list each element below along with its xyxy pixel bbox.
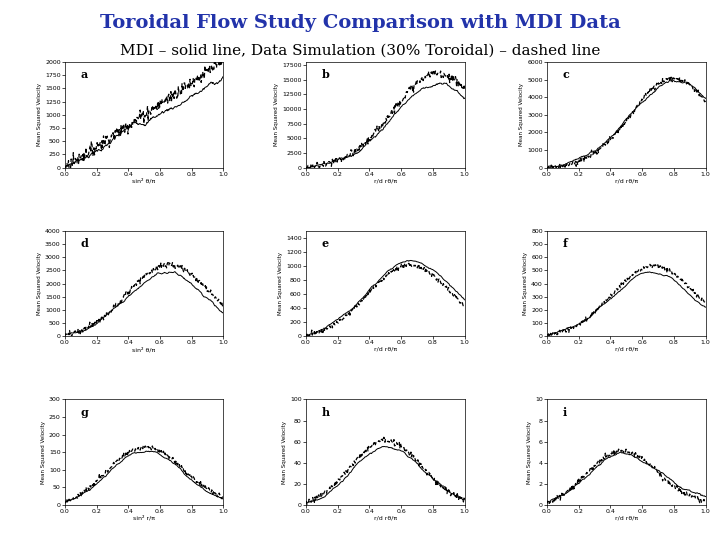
Text: i: i xyxy=(563,407,567,418)
Y-axis label: Mean Squared Velocity: Mean Squared Velocity xyxy=(41,421,46,484)
X-axis label: r/d rθ/π: r/d rθ/π xyxy=(374,347,397,352)
Text: e: e xyxy=(322,238,329,249)
Text: Toroidal Flow Study Comparison with MDI Data: Toroidal Flow Study Comparison with MDI … xyxy=(99,14,621,31)
Y-axis label: Mean Squared Velocity: Mean Squared Velocity xyxy=(527,421,532,484)
X-axis label: r/d rθ/π: r/d rθ/π xyxy=(615,347,638,352)
Y-axis label: Mean Squared Velocity: Mean Squared Velocity xyxy=(279,252,284,315)
Text: a: a xyxy=(81,70,88,80)
X-axis label: sin² r/π: sin² r/π xyxy=(133,516,155,521)
Y-axis label: Mean Squared Velocity: Mean Squared Velocity xyxy=(523,252,528,315)
Y-axis label: Mean Squared Velocity: Mean Squared Velocity xyxy=(274,83,279,146)
X-axis label: r/d rθ/π: r/d rθ/π xyxy=(615,178,638,183)
Y-axis label: Mean Squared Velocity: Mean Squared Velocity xyxy=(519,83,524,146)
Text: h: h xyxy=(322,407,330,418)
Text: MDI – solid line, Data Simulation (30% Toroidal) – dashed line: MDI – solid line, Data Simulation (30% T… xyxy=(120,43,600,57)
X-axis label: sin² θ/π: sin² θ/π xyxy=(132,347,156,352)
Text: f: f xyxy=(563,238,567,249)
Text: b: b xyxy=(322,70,330,80)
Y-axis label: Mean Squared Velocity: Mean Squared Velocity xyxy=(282,421,287,484)
Text: d: d xyxy=(81,238,89,249)
Text: c: c xyxy=(563,70,570,80)
X-axis label: r/d rθ/π: r/d rθ/π xyxy=(615,516,638,521)
Y-axis label: Mean Squared Velocity: Mean Squared Velocity xyxy=(37,83,42,146)
X-axis label: r/d rθ/π: r/d rθ/π xyxy=(374,178,397,183)
Text: g: g xyxy=(81,407,89,418)
Y-axis label: Mean Squared Velocity: Mean Squared Velocity xyxy=(37,252,42,315)
X-axis label: r/d rθ/π: r/d rθ/π xyxy=(374,516,397,521)
X-axis label: sin² θ/π: sin² θ/π xyxy=(132,178,156,184)
